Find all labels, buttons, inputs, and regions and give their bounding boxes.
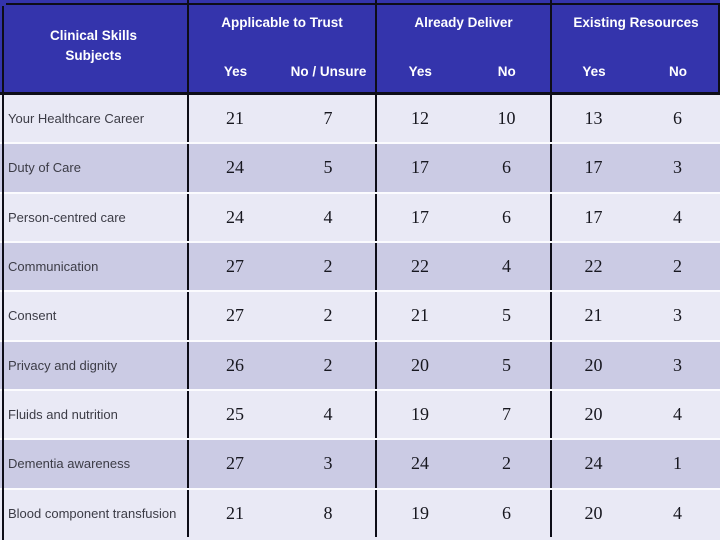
value-cell: 6 — [502, 157, 511, 178]
table-row: Duty of Care 24 5 17 6 17 3 — [0, 142, 720, 192]
value-cell: 27 — [187, 242, 281, 291]
subject-cell: Blood component transfusion — [8, 505, 177, 521]
group-label: Already Deliver — [414, 15, 513, 30]
sub-header-label: Yes — [408, 64, 432, 79]
value-cell: 21 — [550, 292, 635, 340]
value-cell: 2 — [673, 256, 682, 277]
subject-cell: Communication — [8, 258, 99, 274]
sub-header-label: No — [669, 64, 687, 79]
table-row: Blood component transfusion 21 8 19 6 20 4 — [0, 487, 720, 537]
group-header-already-deliver: Already Deliver Yes No — [375, 0, 550, 92]
value-cell: 24 — [550, 440, 635, 488]
value-cell: 3 — [323, 453, 333, 474]
value-cell: 19 — [375, 390, 463, 439]
table-row: Your Healthcare Career 21 7 12 10 13 6 — [0, 95, 720, 143]
value-cell: 2 — [323, 354, 333, 375]
sub-header-label: No — [497, 64, 516, 79]
table-row: Fluids and nutrition 25 4 19 7 20 4 — [0, 388, 720, 439]
table-body: Your Healthcare Career 21 7 12 10 13 6 Duty of … — [0, 95, 720, 537]
subject-cell: Fluids and nutrition — [8, 406, 118, 422]
value-cell: 24 — [187, 144, 281, 192]
value-cell: 22 — [375, 242, 463, 291]
value-cell: 2 — [323, 256, 333, 277]
subject-cell: Person-centred care — [8, 209, 126, 225]
table-row: Privacy and dignity 26 2 20 5 20 3 — [0, 339, 720, 389]
subject-cell: Privacy and dignity — [8, 357, 118, 373]
value-cell: 26 — [187, 341, 281, 389]
subject-cell: Dementia awareness — [8, 456, 131, 472]
value-cell: 6 — [502, 502, 511, 523]
table-header-row: Clinical Skills Subjects Applicable to T… — [0, 0, 720, 95]
value-cell: 8 — [323, 502, 333, 523]
value-cell: 6 — [673, 108, 682, 129]
subject-cell: Your Healthcare Career — [8, 110, 145, 126]
value-cell: 4 — [673, 502, 682, 523]
subject-cell: Consent — [8, 308, 57, 324]
value-cell: 4 — [673, 404, 682, 425]
value-cell: 21 — [187, 95, 281, 143]
value-cell: 19 — [375, 489, 463, 537]
subject-cell: Duty of Care — [8, 160, 81, 176]
value-cell: 21 — [187, 489, 281, 537]
sub-header-label: No / Unsure — [290, 64, 367, 79]
sub-header-row: Yes No — [377, 64, 550, 79]
value-cell: 24 — [375, 440, 463, 488]
value-cell: 17 — [550, 144, 635, 192]
value-cell: 17 — [375, 144, 463, 192]
value-cell: 2 — [323, 305, 333, 326]
value-cell: 10 — [497, 108, 516, 129]
value-cell: 20 — [550, 341, 635, 389]
sub-header-label: Yes — [582, 64, 606, 79]
value-cell: 20 — [550, 489, 635, 537]
value-cell: 20 — [375, 341, 463, 389]
group-label: Existing Resources — [573, 15, 699, 30]
value-cell: 4 — [323, 206, 333, 227]
value-cell: 4 — [502, 256, 511, 277]
value-cell: 22 — [550, 242, 635, 291]
sub-header-row: Yes No — [552, 64, 720, 79]
value-cell: 1 — [673, 453, 682, 474]
value-cell: 13 — [550, 95, 635, 143]
value-cell: 7 — [323, 108, 333, 129]
value-cell: 24 — [187, 193, 281, 241]
value-cell: 5 — [502, 305, 511, 326]
table-top-border-line — [6, 3, 720, 5]
value-cell: 7 — [502, 404, 511, 425]
value-cell: 21 — [375, 292, 463, 340]
value-cell: 2 — [502, 453, 511, 474]
table-row: Consent 27 2 21 5 21 3 — [0, 290, 720, 340]
value-cell: 5 — [323, 157, 333, 178]
table-row: Communication 27 2 22 4 22 2 — [0, 240, 720, 291]
value-cell: 5 — [502, 354, 511, 375]
value-cell: 12 — [375, 95, 463, 143]
group-header-applicable-to-trust: Applicable to Trust Yes No / Unsure — [187, 0, 375, 92]
value-cell: 3 — [673, 354, 682, 375]
value-cell: 6 — [502, 206, 511, 227]
sub-header-label: Yes — [223, 64, 248, 79]
value-cell: 25 — [187, 390, 281, 439]
table-row: Dementia awareness 27 3 24 2 24 1 — [0, 438, 720, 488]
value-cell: 3 — [673, 305, 682, 326]
sub-header-row: Yes No / Unsure — [189, 64, 375, 79]
value-cell: 3 — [673, 157, 682, 178]
value-cell: 17 — [550, 193, 635, 241]
table-left-border-line — [2, 6, 4, 540]
value-cell: 20 — [550, 390, 635, 439]
subjects-column-header: Clinical Skills Subjects — [49, 28, 138, 63]
value-cell: 17 — [375, 193, 463, 241]
table-row: Person-centred care 24 4 17 6 17 4 — [0, 191, 720, 241]
value-cell: 27 — [187, 292, 281, 340]
group-header-existing-resources: Existing Resources Yes No — [550, 0, 720, 92]
value-cell: 27 — [187, 440, 281, 488]
value-cell: 4 — [323, 404, 333, 425]
value-cell: 4 — [673, 206, 682, 227]
group-label: Applicable to Trust — [221, 15, 343, 30]
table-right-border-line — [718, 3, 720, 95]
